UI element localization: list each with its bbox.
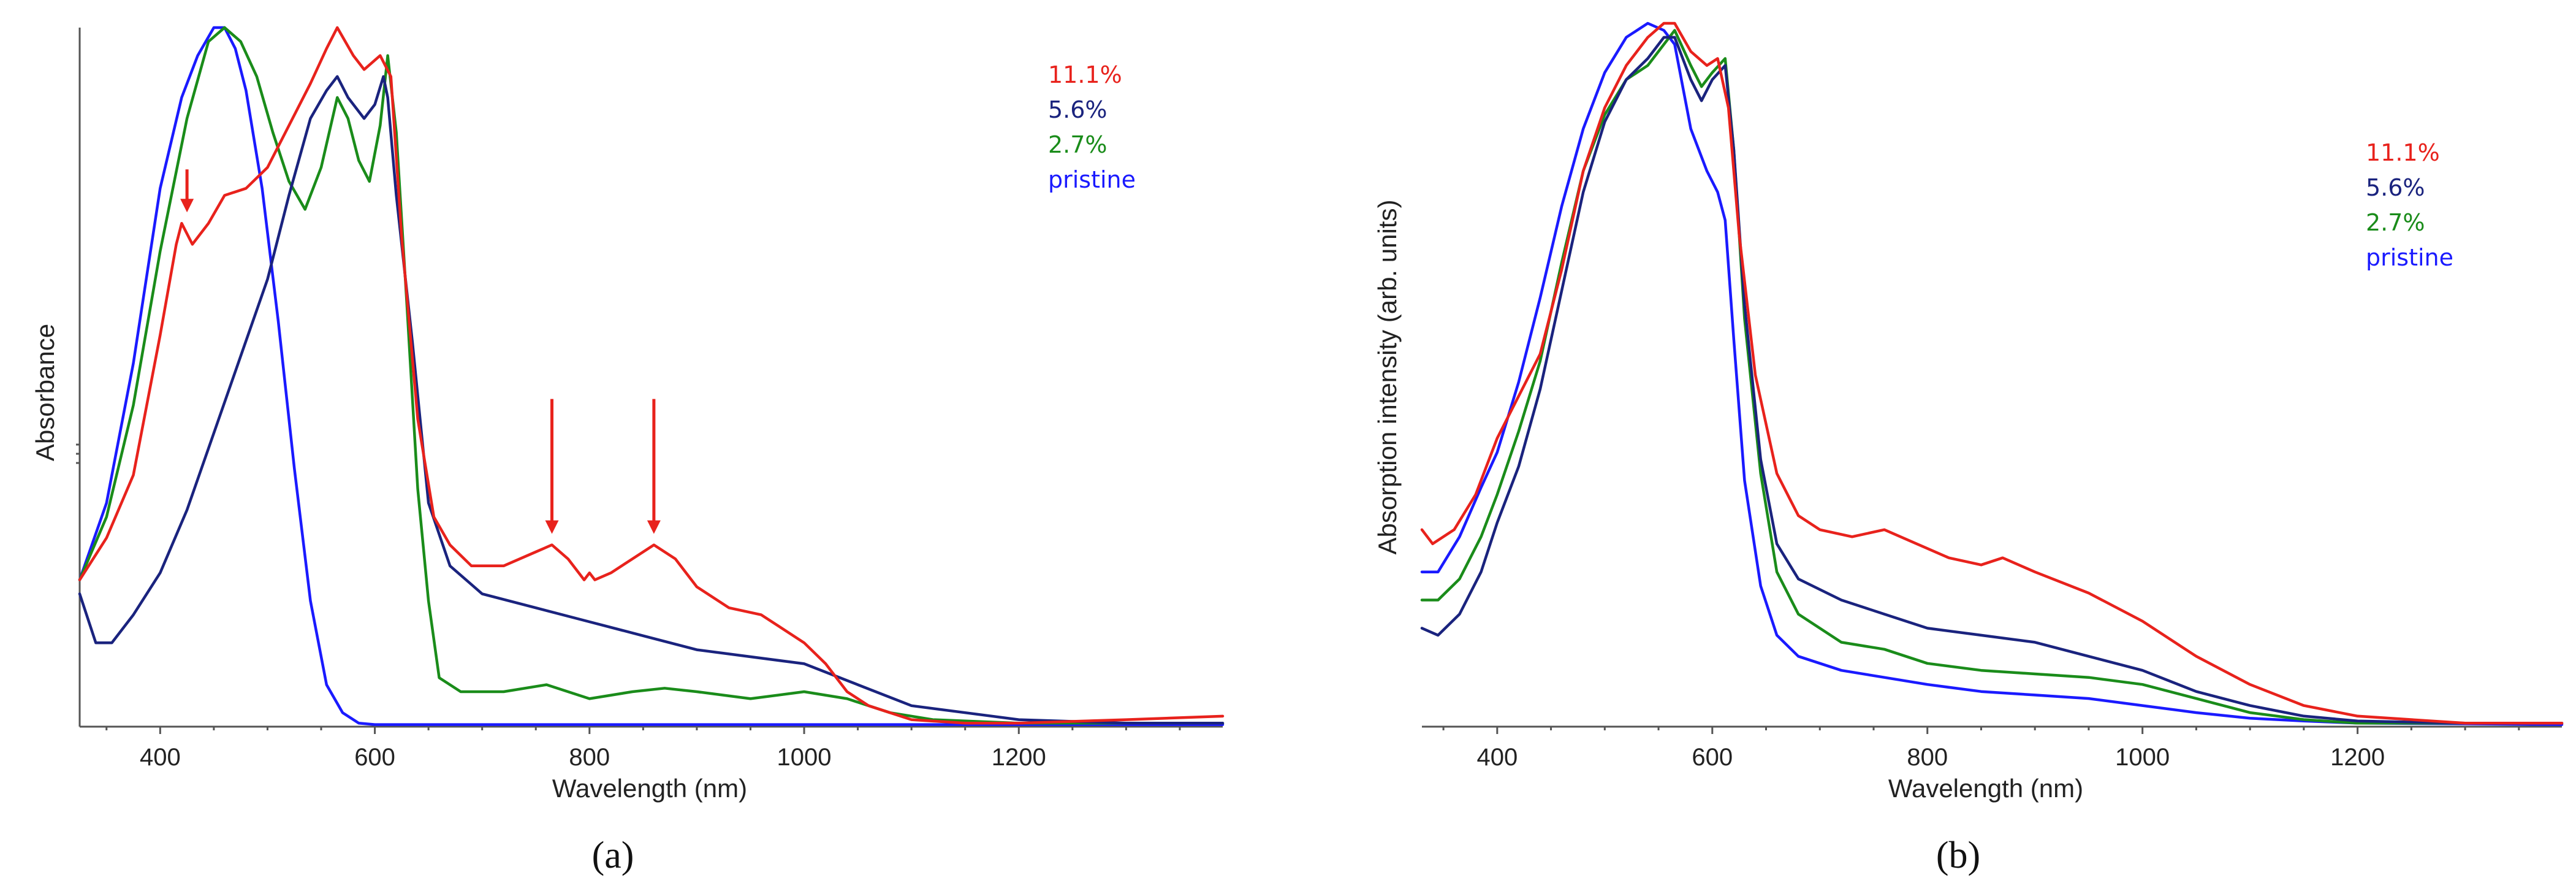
panel-b-legend-pristine: pristine [2366, 244, 2453, 271]
panel-b-x-ticks [1496, 727, 2359, 734]
panel-b-y-axis-label: Absorption intensity (arb. units) [1373, 200, 1402, 555]
panel-b-legend-5-6-percent: 5.6% [2366, 174, 2425, 201]
panel-a-x-ticks [159, 727, 1020, 734]
panel-a-minor-ticks [105, 727, 1181, 730]
panel-b-series [1420, 21, 2564, 726]
panel-a-legend-5-6-percent: 5.6% [1048, 96, 1108, 123]
panel-b-series-pristine [1420, 21, 2564, 726]
panel-a-x-tick-label: 1200 [992, 744, 1046, 771]
panel-b-x-tick-labels: 400 600 800 1000 1200 [1476, 744, 2385, 771]
panel-a-y-ticks [76, 443, 80, 464]
panel-b-x-tick-label: 1200 [2330, 744, 2385, 771]
panel-b: 400 600 800 1000 1200 Wavelength (nm) Ab… [1373, 21, 2564, 876]
panel-b-caption: (b) [1936, 835, 1980, 876]
panel-a-legend-2-7-percent: 2.7% [1048, 131, 1108, 158]
panel-b-legend: 11.1% 5.6% 2.7% pristine [2366, 139, 2453, 271]
panel-b-series-11-1-percent [1420, 21, 2564, 725]
panel-a-caption: (a) [592, 835, 634, 876]
panel-a-arrow-425 [180, 169, 194, 213]
panel-a-x-tick-labels: 400 600 800 1000 1200 [140, 744, 1046, 771]
panel-a-series-5-6-percent [78, 75, 1225, 725]
panel-a-x-tick-label: 600 [354, 744, 395, 771]
panel-a-arrow-765 [545, 399, 559, 534]
panel-a-x-tick-label: 400 [140, 744, 181, 771]
arrow-head [545, 520, 559, 534]
panel-a-legend: 11.1% 5.6% 2.7% pristine [1048, 61, 1136, 193]
panel-b-x-tick-label: 400 [1476, 744, 1518, 771]
panel-a-series [78, 26, 1225, 726]
panel-a-series-11-1-percent [78, 26, 1225, 725]
panel-b-minor-ticks [1442, 727, 2520, 730]
panel-a-x-tick-label: 800 [569, 744, 610, 771]
panel-a-x-tick-label: 1000 [777, 744, 832, 771]
arrow-head [180, 199, 194, 213]
panel-a: 400 600 800 1000 1200 Wavelength (nm) Ab… [31, 26, 1225, 876]
panel-b-legend-11-1-percent: 11.1% [2366, 139, 2440, 166]
panel-a-series-pristine [78, 26, 1225, 726]
panel-a-x-axis-label: Wavelength (nm) [552, 774, 747, 803]
panel-a-arrow-860 [647, 399, 661, 534]
panel-b-x-tick-label: 1000 [2115, 744, 2170, 771]
panel-b-x-axis-label: Wavelength (nm) [1888, 774, 2083, 803]
panel-b-series-2-7-percent [1420, 29, 2564, 725]
panel-b-legend-2-7-percent: 2.7% [2366, 209, 2425, 236]
panel-a-legend-11-1-percent: 11.1% [1048, 61, 1122, 88]
panel-b-x-tick-label: 800 [1907, 744, 1948, 771]
panel-a-annotations [180, 169, 661, 534]
arrow-head [647, 520, 661, 534]
panel-b-x-tick-label: 600 [1692, 744, 1733, 771]
panel-a-y-axis-label: Absorbance [31, 324, 59, 461]
panel-a-legend-pristine: pristine [1048, 166, 1136, 193]
